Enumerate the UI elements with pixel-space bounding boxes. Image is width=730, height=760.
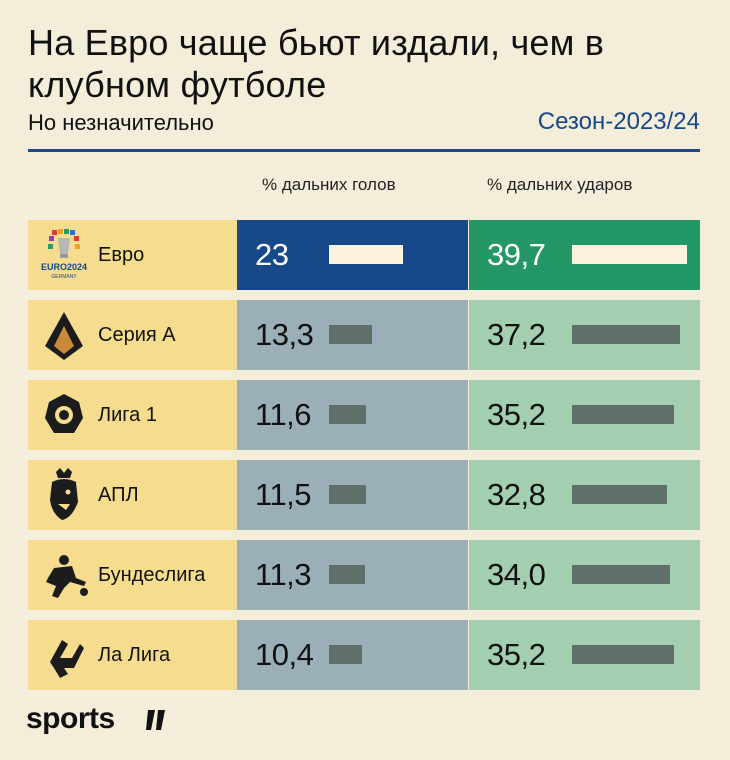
season-label: Сезон-2023/24 <box>537 108 700 135</box>
league-cell: Ла Лига <box>28 620 237 690</box>
bundesliga-logo-icon <box>38 548 90 602</box>
goals-bar <box>329 645 362 664</box>
goals-bar <box>329 485 366 504</box>
goals-cell: 11,3 <box>237 540 468 610</box>
header-divider <box>28 149 700 152</box>
shots-bar <box>572 405 674 424</box>
table-row: АПЛ 11,5 32,8 <box>28 460 700 530</box>
goals-value: 10,4 <box>255 637 314 672</box>
goals-cell: 23 <box>237 220 468 290</box>
euro2024-logo-icon: EURO2024 GERMANY <box>38 228 90 282</box>
league-name: АПЛ <box>98 484 139 506</box>
league-cell: EURO2024 GERMANY Евро <box>28 220 237 290</box>
league-name: Серия A <box>98 324 176 346</box>
goals-value: 11,6 <box>255 397 312 432</box>
shots-bar <box>572 325 680 344</box>
brand-quote-icon <box>146 710 165 730</box>
goals-bar <box>329 405 366 424</box>
goals-bar <box>329 565 365 584</box>
goals-cell: 11,6 <box>237 380 468 450</box>
table-row: Лига 1 11,6 35,2 <box>28 380 700 450</box>
shots-value: 35,2 <box>487 637 546 672</box>
table-row: Ла Лига 10,4 35,2 <box>28 620 700 690</box>
shots-cell: 34,0 <box>469 540 700 610</box>
goals-bar <box>329 245 403 264</box>
serie-a-logo-icon <box>38 308 90 362</box>
ligue1-logo-icon <box>38 388 90 442</box>
column-header-goals: % дальних голов <box>262 175 396 194</box>
page-subtitle: Но незначительно <box>28 110 214 135</box>
laliga-logo-icon <box>38 628 90 682</box>
shots-bar <box>572 565 670 584</box>
goals-cell: 11,5 <box>237 460 468 530</box>
shots-cell: 32,8 <box>469 460 700 530</box>
table-row: EURO2024 GERMANY Евро 23 39,7 <box>28 220 700 290</box>
league-cell: Серия A <box>28 300 237 370</box>
league-name: Бундеслига <box>98 564 206 586</box>
shots-value: 37,2 <box>487 317 546 352</box>
league-name: Ла Лига <box>98 644 171 666</box>
euro-logo-wordmark: EURO2024 <box>41 262 87 272</box>
column-header-shots: % дальних ударов <box>487 175 633 194</box>
goals-value: 11,5 <box>255 477 312 512</box>
shots-bar <box>572 645 674 664</box>
shots-cell: 39,7 <box>469 220 700 290</box>
shots-bar <box>572 245 687 264</box>
shots-value: 35,2 <box>487 397 546 432</box>
shots-cell: 35,2 <box>469 620 700 690</box>
league-cell: Лига 1 <box>28 380 237 450</box>
goals-bar <box>329 325 372 344</box>
goals-cell: 10,4 <box>237 620 468 690</box>
goals-cell: 13,3 <box>237 300 468 370</box>
goals-value: 13,3 <box>255 317 314 352</box>
league-cell: Бундеслига <box>28 540 237 610</box>
shots-value: 32,8 <box>487 477 546 512</box>
league-cell: АПЛ <box>28 460 237 530</box>
goals-value: 23 <box>255 237 289 272</box>
shots-bar <box>572 485 667 504</box>
goals-value: 11,3 <box>255 557 312 592</box>
shots-value: 34,0 <box>487 557 546 592</box>
table-row: Серия A 13,3 37,2 <box>28 300 700 370</box>
league-name: Евро <box>98 244 145 266</box>
table-row: Бундеслига 11,3 34,0 <box>28 540 700 610</box>
shots-cell: 35,2 <box>469 380 700 450</box>
premier-league-logo-icon <box>38 468 90 522</box>
brand-logo: sports <box>26 702 115 735</box>
shots-cell: 37,2 <box>469 300 700 370</box>
page-title: На Евро чаще бьют издали, чем в клубном … <box>28 22 605 105</box>
shots-value: 39,7 <box>487 237 546 272</box>
league-name: Лига 1 <box>98 404 157 426</box>
euro-logo-country: GERMANY <box>51 274 77 280</box>
